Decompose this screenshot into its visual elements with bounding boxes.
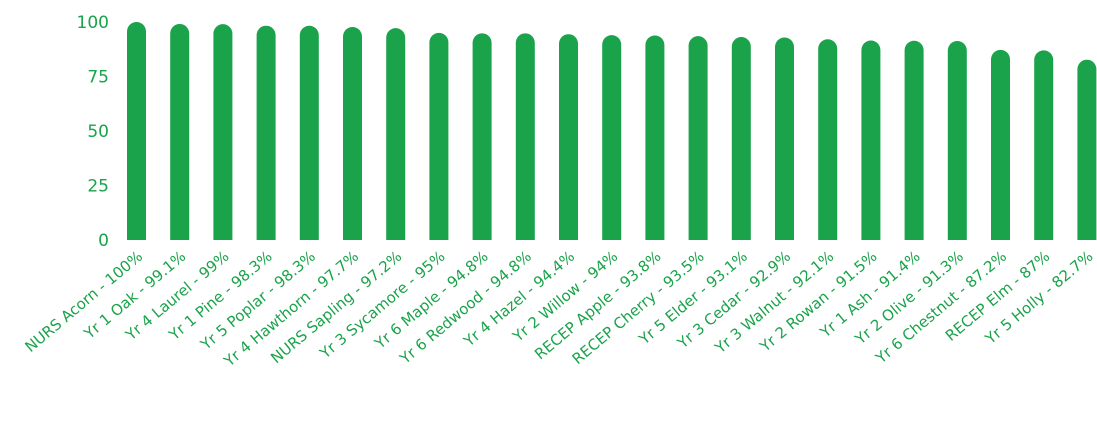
y-tick-label: 25 <box>87 177 109 197</box>
bar <box>775 37 794 240</box>
bar <box>991 50 1010 240</box>
bar <box>343 27 362 240</box>
bar <box>861 41 880 240</box>
bar <box>818 39 837 240</box>
bar <box>645 36 664 240</box>
bar <box>905 41 924 240</box>
bar <box>1077 60 1096 240</box>
bar <box>602 35 621 240</box>
y-axis: 0 25 50 75 100 <box>77 13 109 251</box>
x-axis-labels: NURS Acorn - 100%Yr 1 Oak - 99.1%Yr 4 La… <box>21 247 1096 371</box>
y-tick-label: 0 <box>98 231 109 251</box>
bar <box>386 28 405 240</box>
bars <box>127 22 1096 240</box>
bar <box>257 26 276 240</box>
bar <box>948 41 967 240</box>
bar <box>1034 50 1053 240</box>
y-tick-label: 75 <box>87 68 109 88</box>
bar <box>516 33 535 240</box>
bar <box>300 26 319 240</box>
y-tick-label: 100 <box>77 13 109 33</box>
bar <box>732 37 751 240</box>
bar <box>473 33 492 240</box>
bar <box>429 33 448 240</box>
y-tick-label: 50 <box>87 122 109 142</box>
bar <box>127 22 146 240</box>
bar <box>213 24 232 240</box>
bar <box>170 24 189 240</box>
bar <box>689 36 708 240</box>
bar <box>559 34 578 240</box>
